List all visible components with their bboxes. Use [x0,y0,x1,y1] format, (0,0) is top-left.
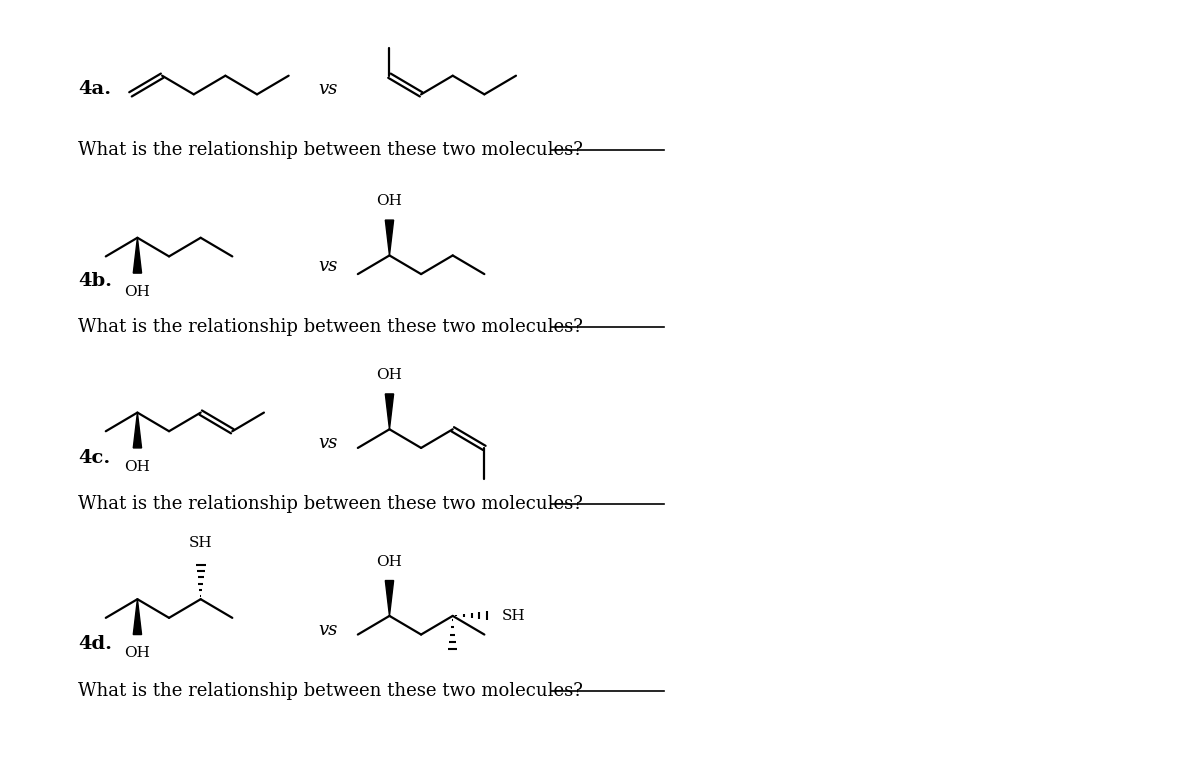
Text: What is the relationship between these two molecules?: What is the relationship between these t… [78,682,583,700]
Text: What is the relationship between these two molecules?: What is the relationship between these t… [78,141,583,160]
Text: SH: SH [502,609,526,623]
Text: SH: SH [188,536,212,550]
Text: OH: OH [125,460,150,474]
Text: OH: OH [125,647,150,661]
Text: 4b.: 4b. [78,272,112,290]
Text: vs: vs [318,621,338,639]
Text: 4c.: 4c. [78,449,110,467]
Text: vs: vs [318,257,338,275]
Polygon shape [385,580,394,616]
Text: OH: OH [377,555,402,569]
Text: vs: vs [318,80,338,98]
Polygon shape [385,394,394,429]
Text: OH: OH [377,194,402,208]
Text: vs: vs [318,434,338,452]
Text: 4a.: 4a. [78,80,112,98]
Text: What is the relationship between these two molecules?: What is the relationship between these t… [78,495,583,513]
Text: OH: OH [125,285,150,299]
Polygon shape [133,238,142,273]
Text: What is the relationship between these two molecules?: What is the relationship between these t… [78,318,583,336]
Text: OH: OH [377,368,402,382]
Text: 4d.: 4d. [78,636,112,654]
Polygon shape [133,413,142,448]
Polygon shape [133,599,142,635]
Polygon shape [385,220,394,256]
